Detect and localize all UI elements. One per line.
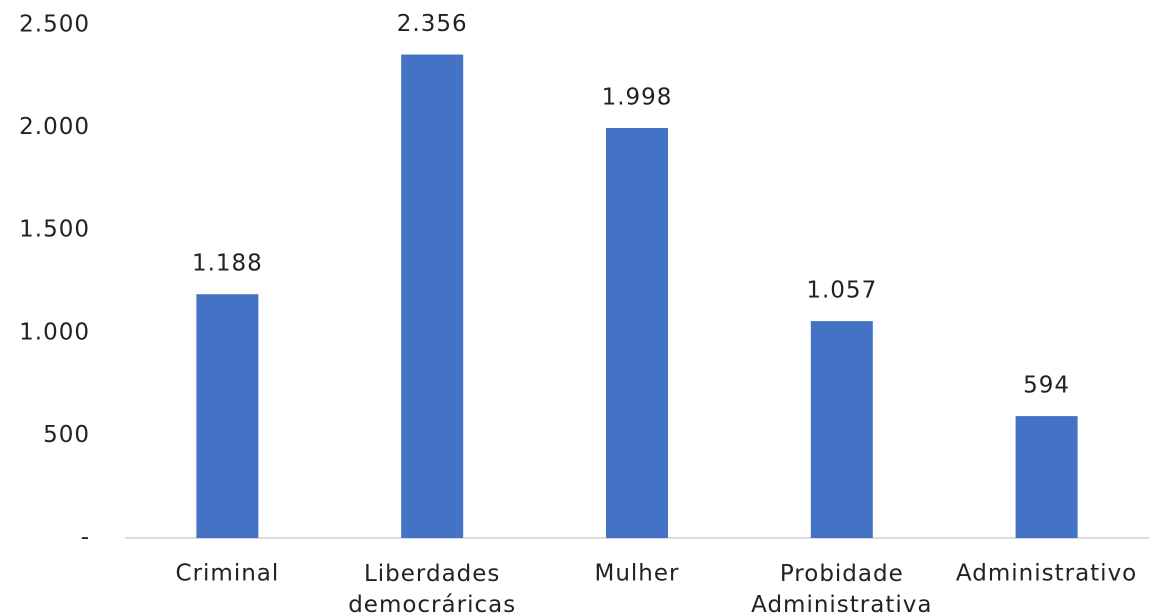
x-tick-label: Administrativo [956,561,1137,587]
bar [606,128,668,538]
y-tick-label: 1.500 [19,217,90,243]
bar [401,54,464,539]
x-tick-label: Probidade Administrativa [751,561,932,615]
data-label: 1.057 [806,278,877,304]
y-tick-label: 2.000 [19,114,90,140]
bar [810,321,873,538]
x-tick-label: Liberdades democráricas [348,561,516,615]
x-tick-label: Mulher [595,561,680,587]
y-tick-label: - [81,525,90,551]
data-label: 2.356 [397,11,468,37]
bar [196,294,259,538]
data-label: 1.188 [192,251,263,277]
y-tick-label: 1.000 [19,319,90,345]
y-tick-label: 500 [43,422,90,448]
x-tick-label: Criminal [176,561,280,587]
data-label: 1.998 [602,85,673,111]
bar [1015,416,1078,538]
y-tick-label: 2.500 [19,12,90,38]
data-label: 594 [1023,373,1070,399]
